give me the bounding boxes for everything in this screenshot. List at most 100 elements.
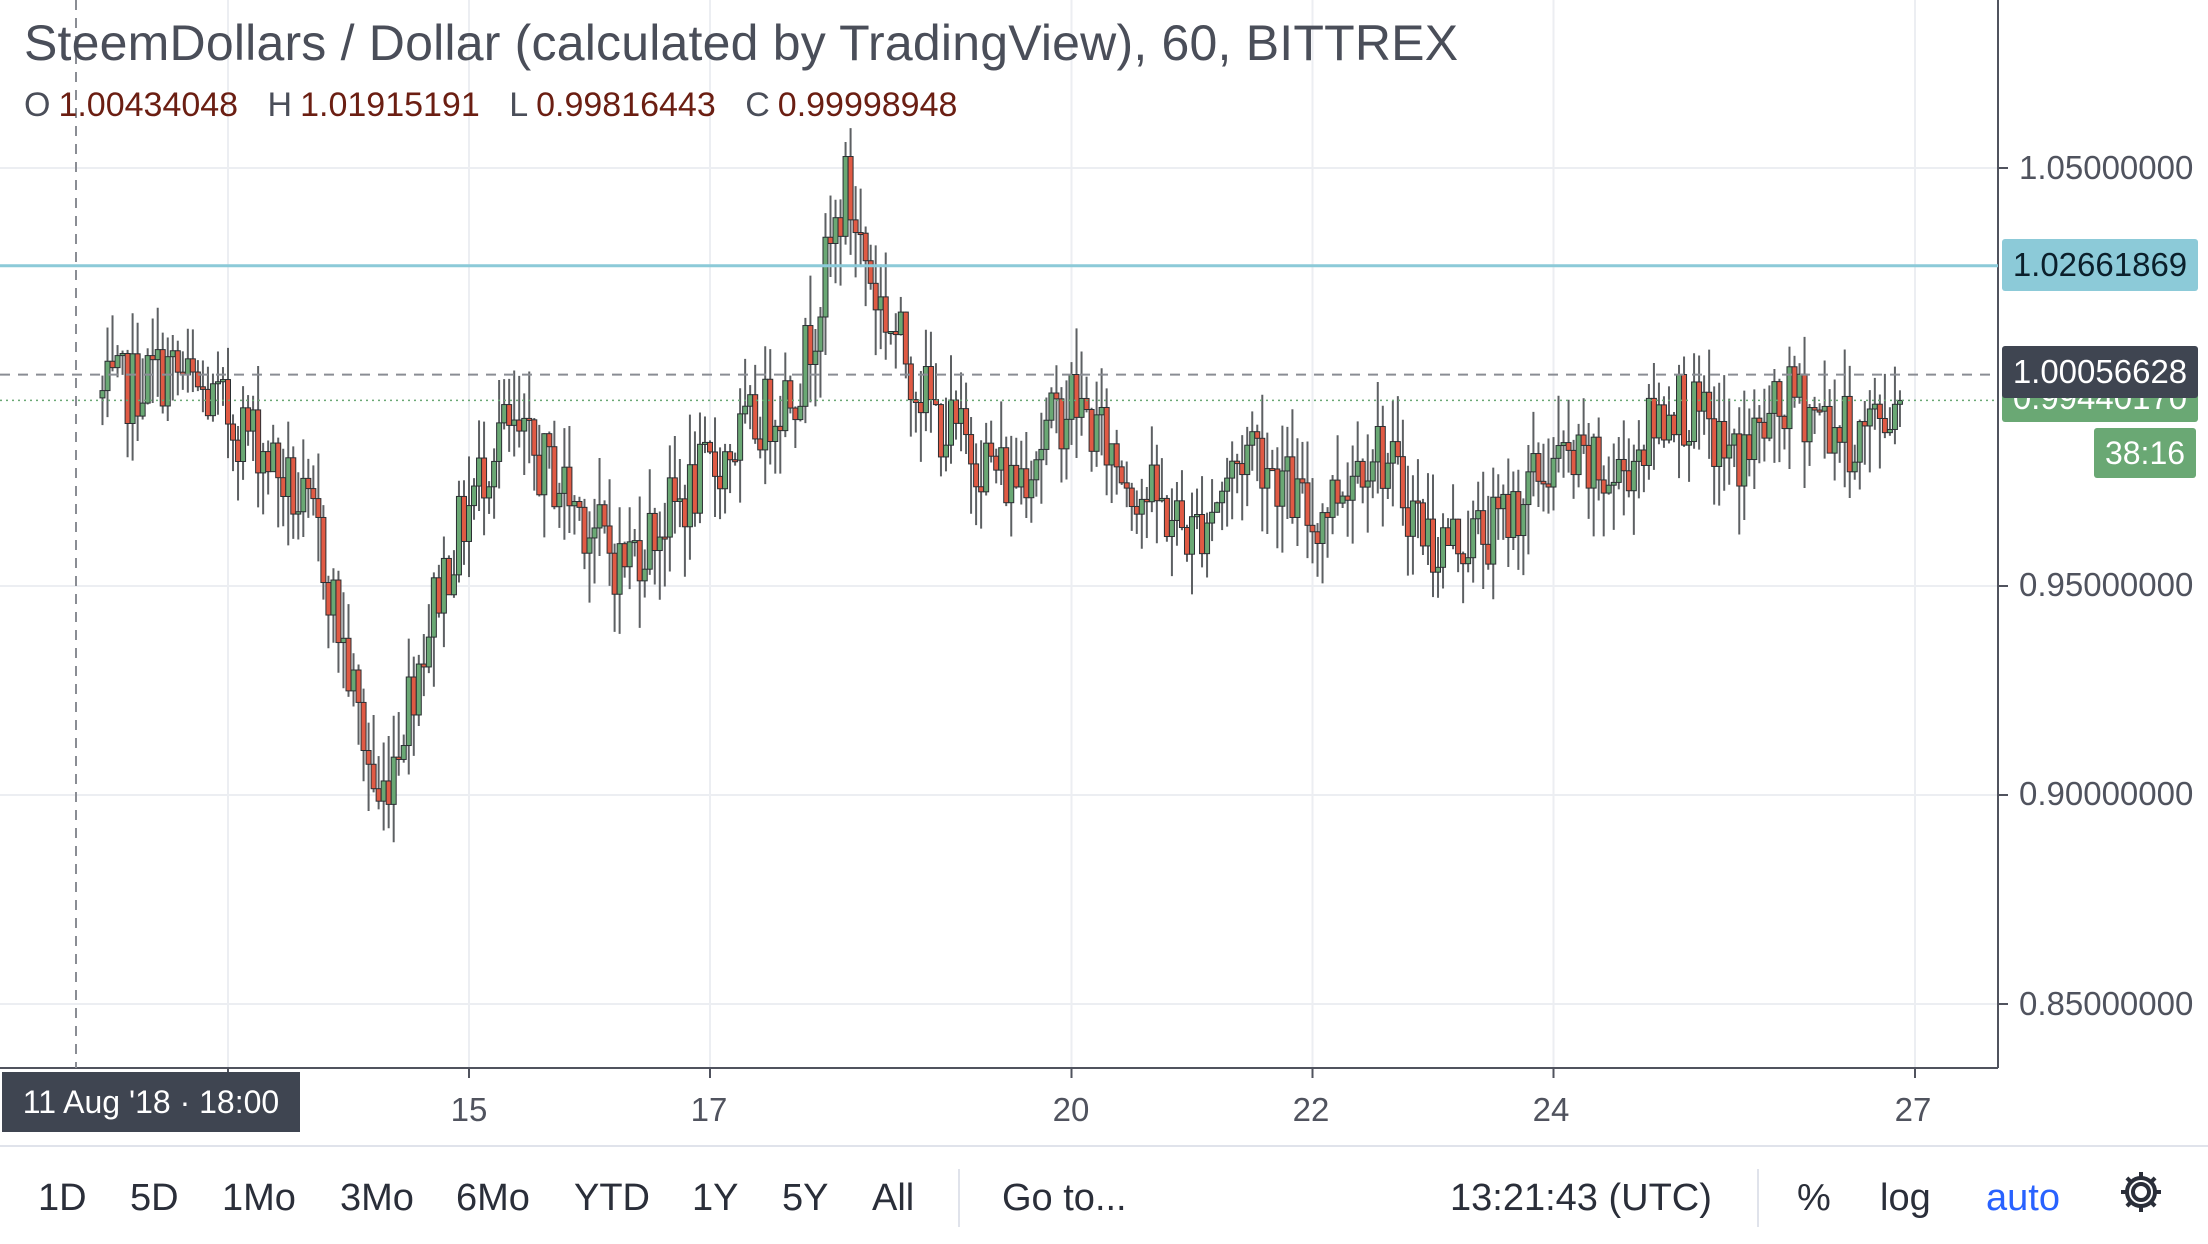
candle-body xyxy=(601,504,608,527)
candle-body xyxy=(1324,512,1331,518)
go-to-date-button[interactable]: Go to... xyxy=(1002,1177,1127,1219)
candle-body xyxy=(476,457,483,487)
utc-clock[interactable]: 13:21:43 (UTC) xyxy=(1450,1177,1712,1219)
candle-body xyxy=(566,466,573,507)
candle xyxy=(993,448,1000,484)
horizontal-line-price-tag[interactable]: 1.02661869 xyxy=(2002,239,2198,291)
range-6mo-button[interactable]: 6Mo xyxy=(456,1177,530,1219)
candle xyxy=(1746,408,1753,477)
candle xyxy=(1309,478,1316,564)
candle-body xyxy=(536,454,543,496)
range-1mo-button[interactable]: 1Mo xyxy=(222,1177,296,1219)
candle xyxy=(1430,474,1436,598)
range-5y-button[interactable]: 5Y xyxy=(782,1177,829,1219)
candle xyxy=(686,414,693,560)
candle xyxy=(621,541,628,578)
candle-body xyxy=(1721,420,1728,459)
candle-body xyxy=(405,676,412,747)
candle-body xyxy=(521,417,528,432)
candle xyxy=(400,734,407,763)
candle xyxy=(1841,349,1848,488)
candle-body xyxy=(1274,468,1281,507)
candle-body xyxy=(390,756,397,805)
candle xyxy=(1620,420,1627,516)
range-5d-button[interactable]: 5D xyxy=(130,1177,179,1219)
candle xyxy=(1173,482,1180,546)
candle-body xyxy=(742,405,749,415)
candle-body xyxy=(1615,458,1622,483)
candle xyxy=(1510,471,1517,551)
gear-icon[interactable] xyxy=(2118,1169,2164,1225)
candle-body xyxy=(1645,397,1652,466)
candle xyxy=(415,654,422,727)
candle xyxy=(455,480,462,583)
candle-body xyxy=(1846,395,1853,473)
range-1y-button[interactable]: 1Y xyxy=(692,1177,739,1219)
candle xyxy=(747,385,754,430)
candle-body xyxy=(1244,444,1251,476)
candle-body xyxy=(204,388,211,417)
range-1d-button[interactable]: 1D xyxy=(38,1177,87,1219)
range-all-button[interactable]: All xyxy=(872,1177,915,1219)
candle xyxy=(822,213,829,356)
candle xyxy=(164,337,171,421)
candle xyxy=(902,311,909,379)
candle-body xyxy=(621,543,628,568)
candle-body xyxy=(290,457,297,515)
candle-body xyxy=(998,447,1005,471)
candle-body xyxy=(1851,461,1858,473)
candle xyxy=(1083,376,1090,413)
candle xyxy=(450,550,457,598)
ohlc-open-key: O xyxy=(24,86,51,124)
candle xyxy=(1515,469,1522,570)
candle-body xyxy=(1650,397,1657,439)
candle-body xyxy=(315,498,322,518)
candle xyxy=(1886,407,1893,436)
log-scale-toggle[interactable]: log xyxy=(1880,1177,1931,1219)
candle-body xyxy=(1384,462,1391,489)
candle xyxy=(285,421,292,546)
candle xyxy=(1329,475,1336,535)
candle-body xyxy=(666,477,673,538)
candle xyxy=(1339,491,1346,509)
candle xyxy=(1856,419,1863,490)
candle xyxy=(1078,351,1085,436)
candle-body xyxy=(691,464,698,514)
candle xyxy=(209,373,216,422)
range-ytd-button[interactable]: YTD xyxy=(574,1177,650,1219)
candle xyxy=(912,391,919,433)
candle-body xyxy=(1841,395,1848,443)
candle xyxy=(1786,346,1793,469)
candle xyxy=(1545,438,1552,514)
candle-body xyxy=(1279,470,1286,507)
candle-body xyxy=(159,349,166,407)
candle-body xyxy=(109,360,116,369)
candle xyxy=(1138,478,1145,549)
candle-body xyxy=(717,475,724,490)
candle xyxy=(661,502,668,587)
candle-body xyxy=(1741,434,1748,487)
candle-body xyxy=(1028,479,1035,499)
candle xyxy=(1424,473,1431,566)
candle xyxy=(591,498,598,584)
candle xyxy=(1334,435,1341,516)
candle-body xyxy=(676,498,683,502)
candle-body xyxy=(1194,514,1201,518)
candle xyxy=(546,431,553,469)
candle xyxy=(968,416,975,514)
candle xyxy=(847,128,854,255)
candle-body xyxy=(912,399,919,403)
candle xyxy=(681,484,688,577)
candle xyxy=(596,457,603,557)
percent-scale-toggle[interactable]: % xyxy=(1797,1177,1831,1219)
candle xyxy=(797,383,804,422)
range-3mo-button[interactable]: 3Mo xyxy=(340,1177,414,1219)
candle-body xyxy=(1430,518,1436,573)
candle xyxy=(1013,437,1020,489)
candlestick-chart[interactable] xyxy=(0,0,2208,1145)
candle-body xyxy=(1359,460,1366,488)
candle-body xyxy=(1249,431,1256,446)
candle-body xyxy=(817,316,824,352)
candle-body xyxy=(847,156,854,221)
auto-scale-toggle[interactable]: auto xyxy=(1986,1177,2060,1219)
